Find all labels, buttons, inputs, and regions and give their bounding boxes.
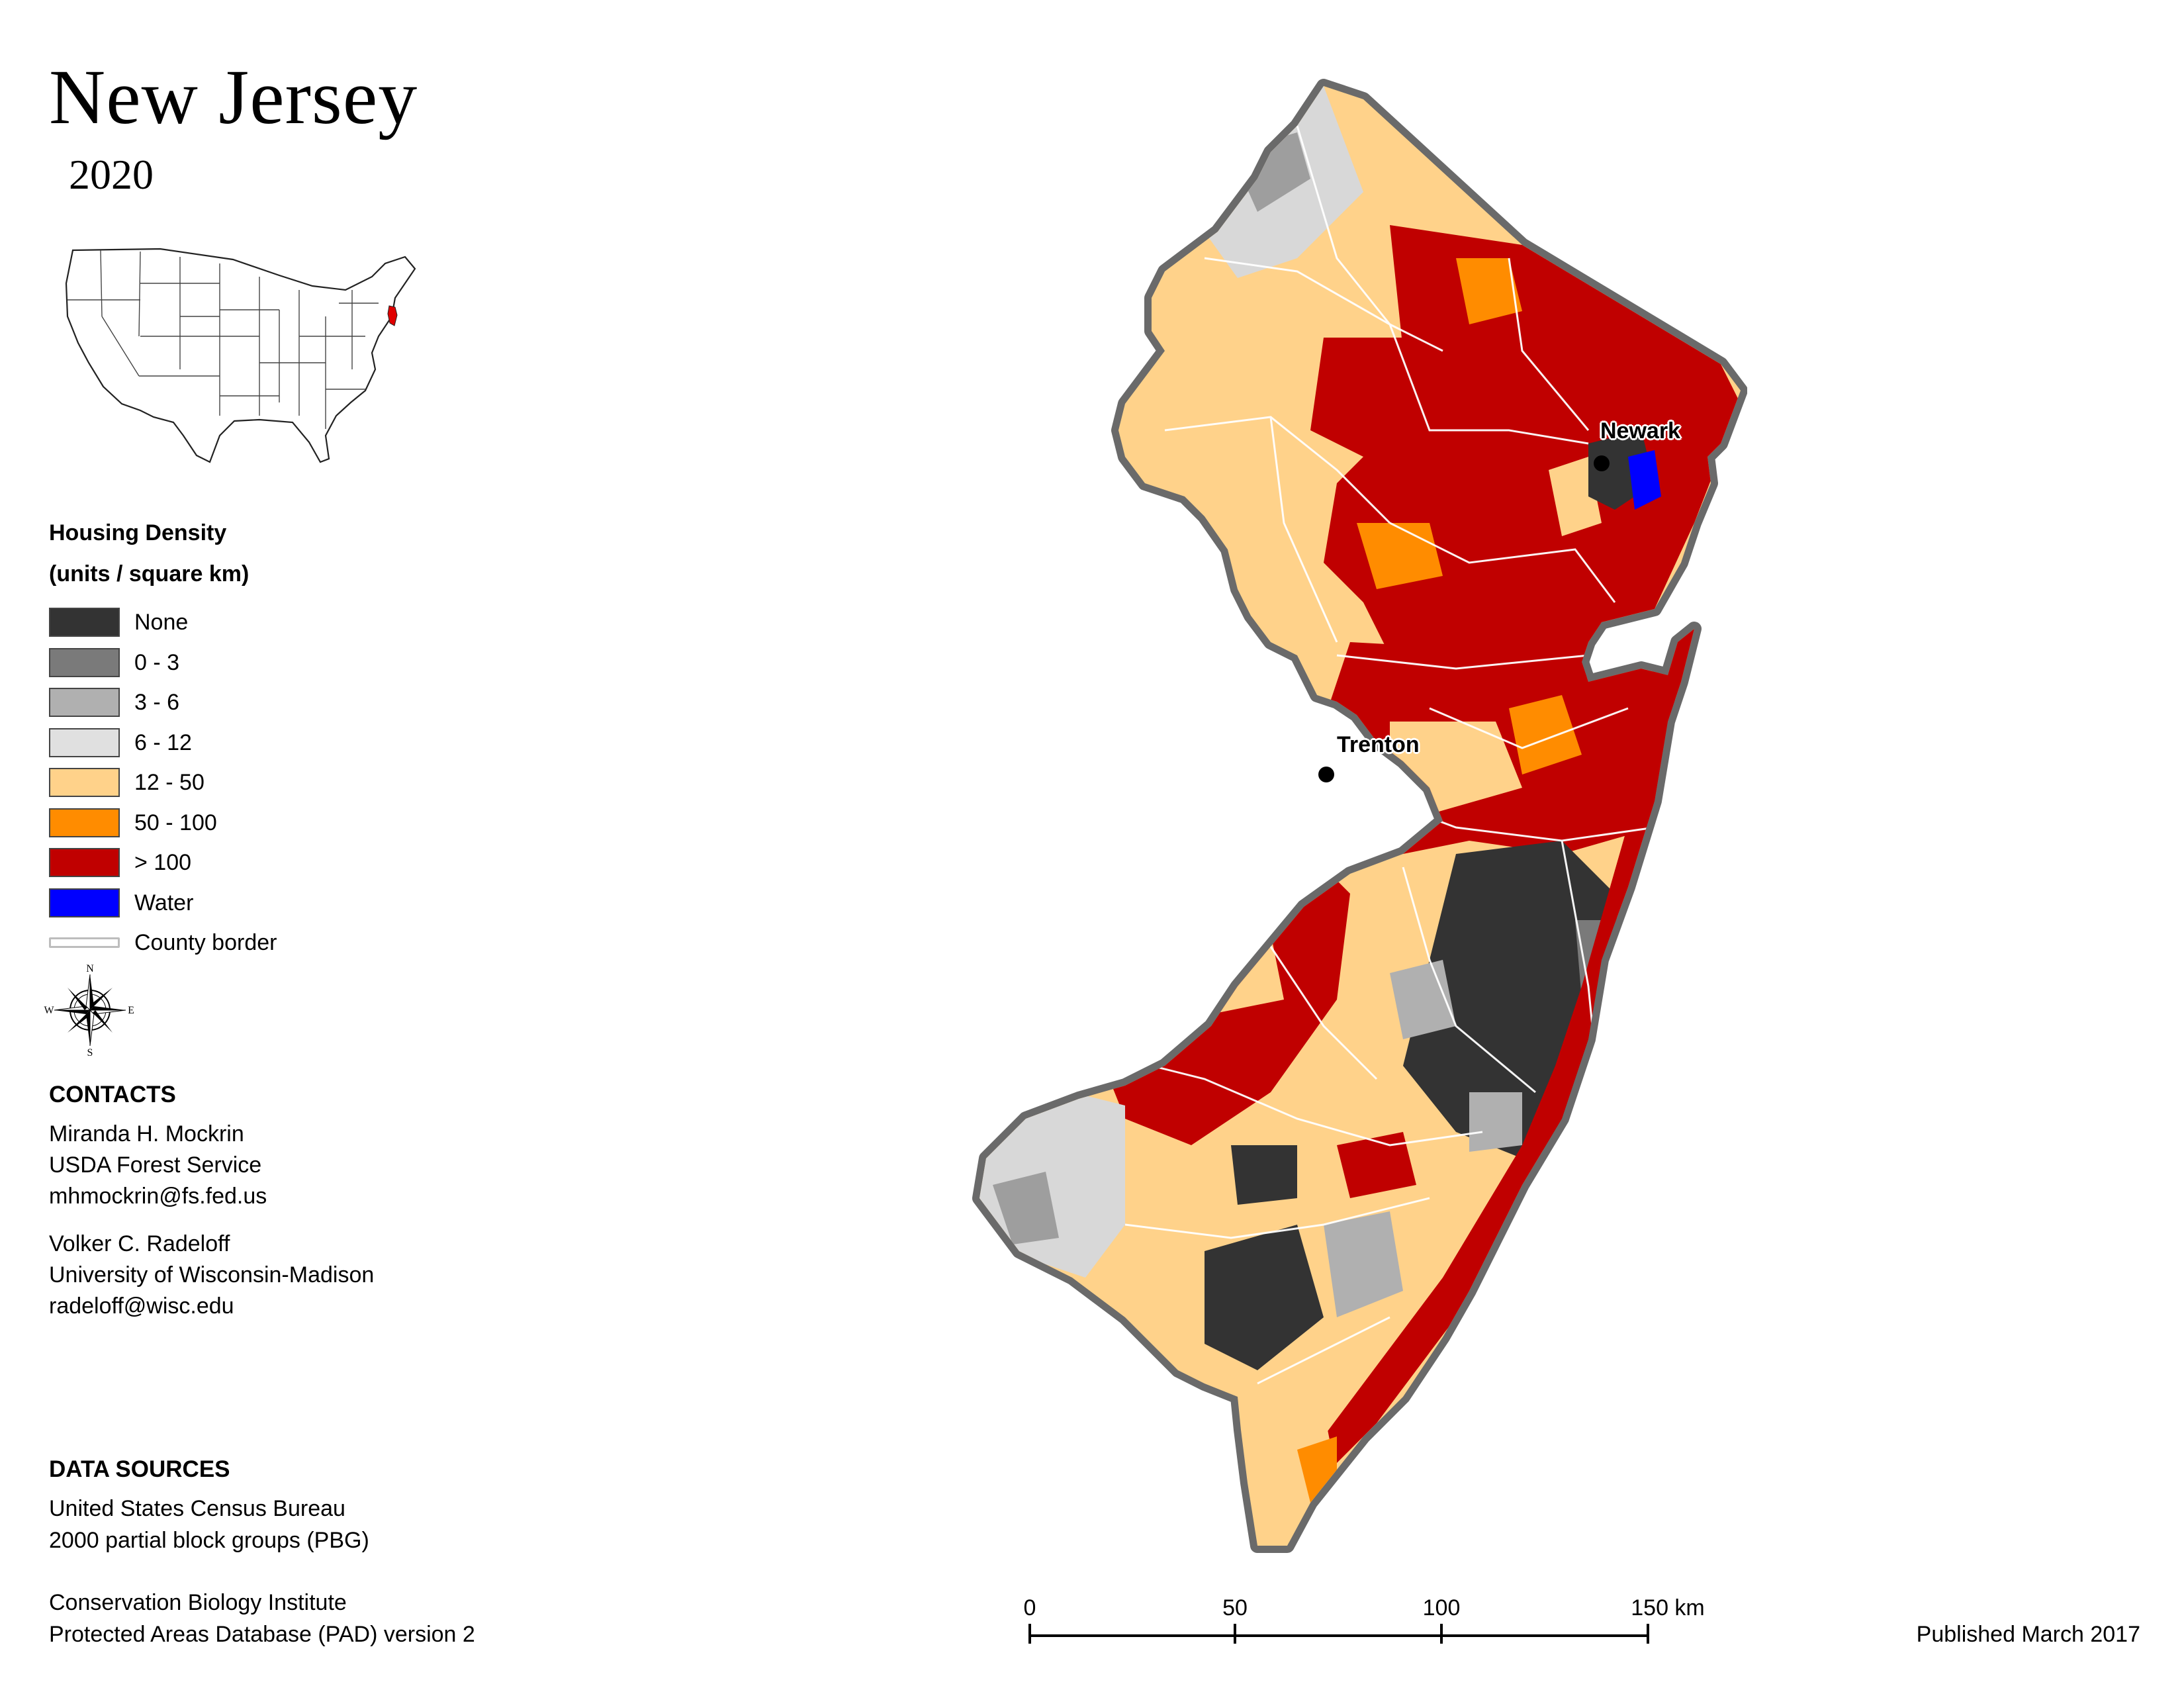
svg-text:W: W — [44, 1005, 54, 1016]
data-source-line: Protected Areas Database (PAD) version 2 — [49, 1622, 475, 1647]
legend-swatch — [49, 808, 120, 837]
svg-text:N: N — [86, 964, 94, 974]
scale-tick-label: 150 km — [1631, 1595, 1705, 1620]
legend-label: None — [134, 610, 189, 635]
new-jersey-highlight — [387, 305, 398, 326]
contacts-heading: CONTACTS — [49, 1082, 176, 1107]
legend-item-over-100: > 100 — [49, 843, 393, 883]
legend-swatch — [49, 727, 120, 757]
city-trenton — [1318, 767, 1334, 782]
city-label-newark: Newark — [1600, 418, 1680, 444]
legend-item-none: None — [49, 602, 393, 643]
legend-item-6-12: 6 - 12 — [49, 723, 393, 763]
contact-name: Miranda H. Mockrin — [49, 1121, 244, 1147]
contact-name: Volker C. Radeloff — [49, 1231, 230, 1256]
legend-swatch — [49, 888, 120, 917]
map-title: New Jersey — [49, 54, 418, 140]
legend-swatch — [49, 647, 120, 677]
legend-swatch — [49, 768, 120, 798]
city-label-trenton: Trenton — [1337, 732, 1420, 757]
svg-text:E: E — [128, 1005, 134, 1016]
legend-swatch — [49, 608, 120, 637]
svg-text:S: S — [87, 1047, 93, 1056]
legend-item-12-50: 12 - 50 — [49, 763, 393, 803]
scale-bar — [1028, 1624, 1649, 1644]
county-border-swatch — [49, 937, 120, 949]
legend-item-3-6: 3 - 6 — [49, 682, 393, 723]
legend-item-0-3: 0 - 3 — [49, 643, 393, 683]
legend-label: 50 - 100 — [134, 810, 217, 835]
legend-label: Water — [134, 890, 194, 915]
contact-org: University of Wisconsin-Madison — [49, 1262, 375, 1288]
legend-swatch — [49, 688, 120, 718]
legend-label: 3 - 6 — [134, 690, 180, 716]
legend: None 0 - 3 3 - 6 6 - 12 12 - 50 50 - 100… — [49, 602, 393, 963]
contact-email: radeloff@wisc.edu — [49, 1293, 234, 1319]
legend-title: Housing Density — [49, 520, 227, 545]
data-source-line: United States Census Bureau — [49, 1496, 345, 1521]
legend-label: 12 - 50 — [134, 770, 205, 796]
legend-item-50-100: 50 - 100 — [49, 803, 393, 843]
data-sources-heading: DATA SOURCES — [49, 1456, 230, 1482]
legend-item-water: Water — [49, 883, 393, 923]
map-year: 2020 — [69, 151, 154, 198]
legend-swatch — [49, 848, 120, 878]
legend-item-county-border: County border — [49, 923, 393, 963]
compass-rose-icon: N S W E — [44, 964, 134, 1056]
city-newark — [1594, 455, 1610, 471]
data-source-line: 2000 partial block groups (PBG) — [49, 1528, 369, 1553]
contact-email: mhmockrin@fs.fed.us — [49, 1184, 267, 1209]
scale-tick-label: 0 — [1023, 1595, 1036, 1620]
legend-label: 6 - 12 — [134, 729, 192, 755]
published-date: Published March 2017 — [1916, 1622, 2140, 1647]
legend-label: County border — [134, 930, 277, 956]
legend-label: 0 - 3 — [134, 649, 180, 675]
data-source-line: Conservation Biology Institute — [49, 1590, 347, 1615]
legend-units: (units / square km) — [49, 561, 250, 586]
contact-org: USDA Forest Service — [49, 1152, 262, 1178]
scale-tick-label: 100 — [1422, 1595, 1461, 1620]
scale-tick-label: 50 — [1222, 1595, 1248, 1620]
new-jersey-housing-density-map — [927, 60, 1747, 1575]
usa-locator-map — [65, 248, 416, 463]
legend-label: > 100 — [134, 850, 192, 876]
